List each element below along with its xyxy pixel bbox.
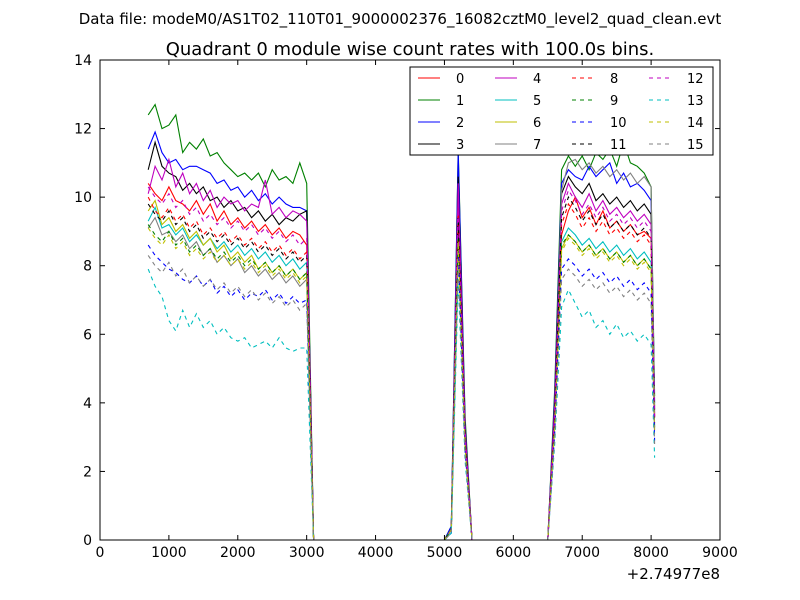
y-tick-label: 2 [83, 464, 92, 480]
x-offset-text: +2.74977e8 [627, 565, 720, 583]
x-tick-label: 6000 [496, 545, 532, 561]
plot-lines [147, 103, 656, 541]
y-tick-label: 4 [83, 396, 92, 412]
legend-label-8: 8 [610, 72, 618, 87]
series-line-2 [147, 130, 656, 541]
series-line-13 [147, 268, 656, 541]
chart-title: Quadrant 0 module wise count rates with … [166, 39, 655, 60]
x-tick-label: 0 [96, 545, 105, 561]
legend-box [409, 66, 714, 156]
y-tick-label: 6 [83, 327, 92, 343]
legend-label-5: 5 [533, 94, 541, 109]
y-tick-label: 12 [74, 122, 92, 138]
x-ticks: 0 1000 2000 3000 4000 5000 6000 7000 8000 9000 [96, 60, 738, 561]
legend-label-1: 1 [456, 94, 464, 109]
x-tick-label: 1000 [151, 545, 187, 561]
x-tick-label: 9000 [702, 545, 738, 561]
series-line-1 [147, 103, 656, 541]
legend-label-14: 14 [687, 116, 704, 131]
legend-label-15: 15 [687, 138, 704, 153]
legend-label-11: 11 [610, 138, 627, 153]
legend-label-10: 10 [610, 116, 627, 131]
y-tick-label: 0 [83, 533, 92, 549]
series-line-11 [147, 195, 656, 541]
series-line-5 [147, 205, 656, 541]
x-tick-label: 4000 [358, 545, 394, 561]
legend-label-0: 0 [456, 72, 464, 87]
x-tick-label: 2000 [220, 545, 256, 561]
legend-label-3: 3 [456, 138, 464, 153]
legend-label-12: 12 [687, 72, 704, 87]
series-line-14 [147, 227, 656, 541]
legend-label-2: 2 [456, 116, 464, 131]
x-tick-label: 5000 [427, 545, 463, 561]
legend-label-13: 13 [687, 94, 704, 109]
x-tick-label: 3000 [289, 545, 325, 561]
series-line-0 [147, 183, 656, 541]
series-line-8 [147, 196, 656, 541]
axes-frame [99, 59, 721, 541]
y-tick-label: 8 [83, 259, 92, 275]
legend-label-7: 7 [533, 138, 541, 153]
legend-label-4: 4 [533, 72, 541, 87]
series-line-15 [147, 255, 656, 541]
legend-label-9: 9 [610, 94, 618, 109]
x-tick-label: 7000 [564, 545, 600, 561]
series-line-10 [147, 244, 656, 541]
y-tick-label: 10 [74, 190, 92, 206]
series-line-12 [147, 186, 656, 541]
y-tick-label: 14 [74, 53, 92, 69]
legend-label-6: 6 [533, 116, 541, 131]
series-line-9 [147, 224, 656, 541]
series-line-7 [147, 158, 656, 541]
suptitle: Data file: modeM0/AS1T02_110T01_90000023… [79, 10, 722, 29]
series-line-4 [147, 157, 656, 541]
x-tick-label: 8000 [633, 545, 669, 561]
